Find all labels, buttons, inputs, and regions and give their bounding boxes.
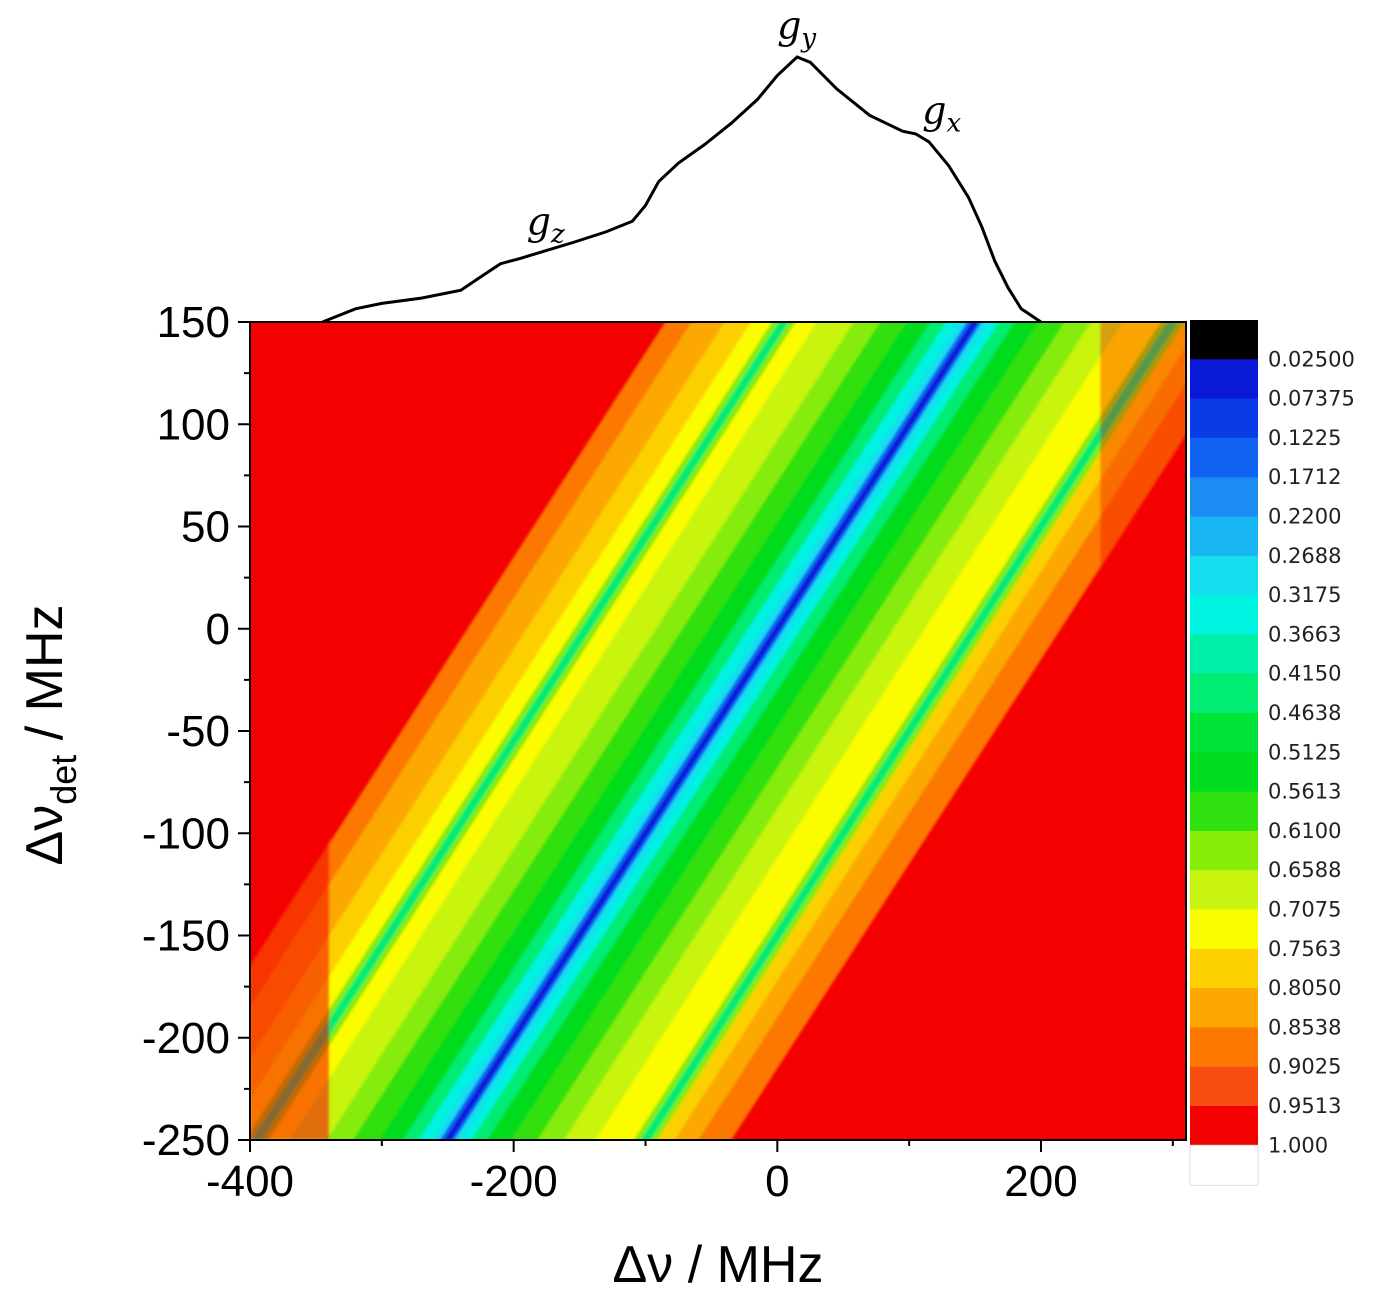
colorbar-label: 0.6100 (1268, 819, 1341, 843)
colorbar-label: 0.02500 (1268, 347, 1355, 371)
colorbar-swatch (1190, 713, 1258, 753)
colorbar-empty-swatch (1189, 1144, 1259, 1186)
y-axis: 150 100 50 0 -50 -100 -150 -200 -250 (142, 298, 250, 1165)
colorbar-label: 0.8538 (1268, 1015, 1341, 1039)
x-tick-label: 0 (765, 1157, 789, 1206)
colorbar-label: 0.2200 (1268, 505, 1341, 529)
colorbar-swatch (1190, 673, 1258, 714)
heatmap-band (251, 322, 790, 1140)
colorbar-label: 0.9513 (1268, 1094, 1341, 1118)
peak-label-gz: gz (527, 200, 565, 250)
y-tick-label: -250 (142, 1116, 230, 1165)
colorbar-swatch (1190, 988, 1258, 1028)
colorbar-label: 0.4150 (1268, 662, 1341, 686)
y-tick-label: 100 (157, 400, 230, 449)
heatmap-band (640, 322, 1179, 1140)
y-axis-title-sub: det (43, 755, 84, 805)
peak-label-gy: gy (777, 4, 816, 54)
colorbar-swatch (1190, 477, 1258, 517)
colorbar-swatch (1190, 830, 1258, 871)
colorbar-swatch (1190, 634, 1258, 675)
y-axis-title-unit: / MHz (16, 605, 74, 755)
colorbar-label: 0.6588 (1268, 858, 1341, 882)
colorbar-swatch (1190, 359, 1258, 400)
colorbar-swatch (1190, 1027, 1258, 1068)
x-axis-title: Δν / MHz (613, 1236, 824, 1293)
colorbar-swatch (1190, 1066, 1258, 1107)
colorbar: 0.02500 0.07375 0.1225 0.1712 0.2200 0.2688 0.… (1189, 320, 1355, 1186)
colorbar-label: 0.9025 (1268, 1055, 1341, 1079)
epr-spectrum: gz gy gx (321, 4, 1042, 324)
y-axis-title: Δνdet / MHz (16, 605, 84, 866)
colorbar-label: 0.5613 (1268, 780, 1341, 804)
colorbar-swatch (1190, 398, 1258, 439)
colorbar-swatch (1190, 437, 1258, 478)
heatmap-band (444, 322, 979, 1140)
x-tick-label: 200 (1004, 1157, 1077, 1206)
colorbar-label: 0.07375 (1268, 387, 1355, 411)
y-axis-title-main: Δν (16, 805, 74, 866)
colorbar-label: 0.8050 (1268, 976, 1341, 1000)
x-axis: -400 -200 0 200 (206, 1140, 1174, 1206)
y-tick-label: 50 (181, 503, 230, 552)
colorbar-label: 0.1225 (1268, 426, 1341, 450)
colorbar-label: 0.7563 (1268, 937, 1341, 961)
colorbar-label: 0.3663 (1268, 622, 1341, 646)
spectrum-line (321, 55, 1042, 324)
colorbar-swatch (1190, 320, 1258, 360)
x-tick-label: -200 (470, 1157, 558, 1206)
y-tick-label: 150 (157, 298, 230, 347)
y-tick-label: 0 (206, 605, 230, 654)
colorbar-label: 0.5125 (1268, 740, 1341, 764)
colorbar-swatch (1190, 555, 1258, 596)
colorbar-label: 0.1712 (1268, 465, 1341, 489)
heatmap (250, 322, 1186, 1140)
colorbar-swatch (1190, 948, 1258, 989)
colorbar-swatch (1190, 516, 1258, 557)
colorbar-label: 0.4638 (1268, 701, 1341, 725)
colorbar-swatch (1190, 752, 1258, 793)
y-tick-label: -200 (142, 1014, 230, 1063)
y-tick-label: -50 (166, 707, 230, 756)
heatmap-edge-right (1100, 322, 1186, 1140)
colorbar-swatch (1190, 1106, 1258, 1146)
y-tick-label: -100 (142, 809, 230, 858)
colorbar-label: 1.000 (1268, 1133, 1328, 1157)
peak-label-gx: gx (922, 88, 961, 138)
colorbar-swatch (1190, 595, 1258, 635)
y-tick-label: -150 (142, 912, 230, 961)
colorbar-label: 0.7075 (1268, 898, 1341, 922)
colorbar-label: 0.3175 (1268, 583, 1341, 607)
colorbar-swatch (1190, 909, 1258, 950)
x-tick-label: -400 (206, 1157, 294, 1206)
colorbar-label: 0.2688 (1268, 544, 1341, 568)
heatmap-edge-left (250, 322, 330, 1140)
colorbar-swatch (1190, 791, 1258, 832)
colorbar-swatch (1190, 870, 1258, 910)
